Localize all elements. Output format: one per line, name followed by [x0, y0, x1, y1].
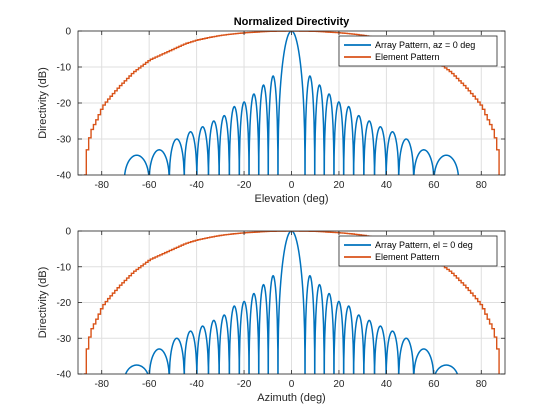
x-tick-label: 40 [381, 180, 393, 191]
y-tick-label: -30 [57, 334, 72, 345]
legend-box [338, 35, 498, 67]
chart-title: Normalized Directivity [234, 16, 350, 28]
x-tick-label: -40 [189, 180, 204, 191]
x-tick-label: -60 [142, 379, 157, 390]
chart-panel-2: -80 -60 -40 -20 0 20 40 60 80 0 -10 -20 -30 -40 Azimut… [37, 227, 506, 404]
x-tick-label: -80 [94, 379, 109, 390]
y-tick-label: -30 [57, 135, 72, 146]
x-tick-label: -80 [94, 180, 109, 191]
y-axis-label: Directivity (dB) [37, 267, 49, 339]
y-axis-label: Directivity (dB) [37, 67, 49, 139]
y-tick-label: -40 [57, 171, 72, 182]
legend-entry: Array Pattern, el = 0 deg [375, 240, 473, 250]
legend-box [338, 235, 498, 267]
x-tick-label: -40 [189, 379, 204, 390]
array-pattern-line [124, 231, 459, 374]
x-tick-label: 20 [333, 180, 345, 191]
legend-entry: Element Pattern [375, 252, 440, 262]
x-tick-label: 0 [289, 379, 295, 390]
array-pattern-line [123, 31, 460, 175]
y-tick-label: 0 [65, 27, 71, 38]
legend: Array Pattern, el = 0 deg Element Pattern [338, 235, 498, 267]
x-tick-label: -60 [142, 180, 157, 191]
chart-panel-1: -80 -60 -40 -20 0 20 40 60 80 0 -10 -20 -30 -40 Normal… [37, 16, 506, 205]
x-tick-label: 60 [428, 180, 440, 191]
x-tick-label: 60 [428, 379, 440, 390]
x-tick-label: -20 [237, 180, 252, 191]
x-tick-label: 40 [381, 379, 393, 390]
x-tick-label: 0 [289, 180, 295, 191]
legend-entry: Element Pattern [375, 52, 440, 62]
x-tick-label: 80 [476, 180, 488, 191]
x-tick-label: -20 [237, 379, 252, 390]
x-axis-label: Azimuth (deg) [257, 392, 325, 404]
x-tick-label: 80 [476, 379, 488, 390]
y-tick-label: -20 [57, 99, 72, 110]
y-tick-label: -40 [57, 370, 72, 381]
x-axis-label: Elevation (deg) [255, 193, 329, 205]
y-tick-label: -10 [57, 63, 72, 74]
legend: Array Pattern, az = 0 deg Element Pattern [338, 35, 498, 67]
y-tick-label: -10 [57, 262, 72, 273]
y-tick-label: -20 [57, 298, 72, 309]
x-tick-label: 20 [333, 379, 345, 390]
legend-entry: Array Pattern, az = 0 deg [375, 40, 475, 50]
y-tick-label: 0 [65, 227, 71, 238]
